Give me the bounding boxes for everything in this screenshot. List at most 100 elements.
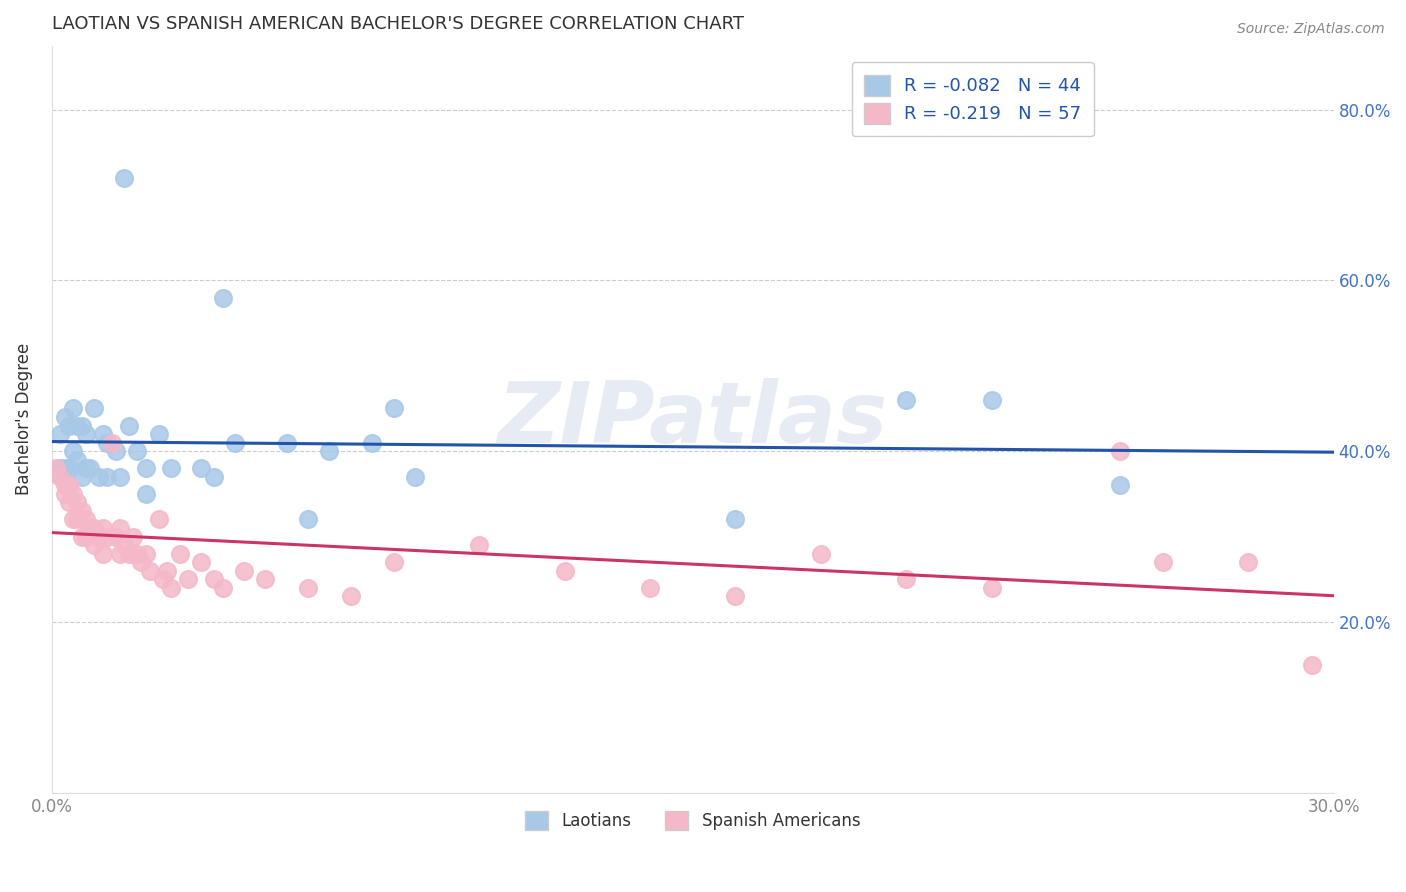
Point	[58, 478, 80, 492]
Point	[62, 512, 84, 526]
Point	[553, 564, 575, 578]
Point	[96, 435, 118, 450]
Point	[169, 547, 191, 561]
Point	[53, 478, 76, 492]
Point	[254, 572, 277, 586]
Legend: Laotians, Spanish Americans: Laotians, Spanish Americans	[519, 804, 868, 837]
Point	[297, 512, 319, 526]
Point	[45, 461, 67, 475]
Point	[724, 590, 747, 604]
Point	[810, 547, 832, 561]
Point	[148, 512, 170, 526]
Point	[112, 538, 135, 552]
Point	[70, 504, 93, 518]
Point	[49, 470, 72, 484]
Point	[66, 452, 89, 467]
Point	[127, 444, 149, 458]
Point	[118, 418, 141, 433]
Point	[83, 538, 105, 552]
Point	[104, 444, 127, 458]
Point	[190, 461, 212, 475]
Point	[896, 392, 918, 407]
Point	[135, 487, 157, 501]
Point	[896, 572, 918, 586]
Point	[340, 590, 363, 604]
Point	[79, 521, 101, 535]
Point	[211, 291, 233, 305]
Point	[70, 470, 93, 484]
Point	[638, 581, 661, 595]
Point	[468, 538, 491, 552]
Point	[83, 401, 105, 416]
Point	[91, 427, 114, 442]
Point	[62, 444, 84, 458]
Point	[53, 410, 76, 425]
Point	[100, 435, 122, 450]
Point	[108, 470, 131, 484]
Point	[404, 470, 426, 484]
Point	[104, 530, 127, 544]
Point	[58, 495, 80, 509]
Point	[122, 530, 145, 544]
Point	[1237, 555, 1260, 569]
Point	[53, 461, 76, 475]
Point	[276, 435, 298, 450]
Point	[118, 547, 141, 561]
Point	[75, 461, 97, 475]
Point	[724, 512, 747, 526]
Point	[87, 530, 110, 544]
Point	[79, 461, 101, 475]
Point	[45, 466, 67, 480]
Y-axis label: Bachelor's Degree: Bachelor's Degree	[15, 343, 32, 495]
Point	[202, 470, 225, 484]
Point	[127, 547, 149, 561]
Point	[108, 547, 131, 561]
Point	[70, 418, 93, 433]
Text: ZIPatlas: ZIPatlas	[498, 377, 887, 460]
Point	[382, 401, 405, 416]
Point	[980, 392, 1002, 407]
Point	[66, 512, 89, 526]
Point	[211, 581, 233, 595]
Point	[160, 581, 183, 595]
Point	[980, 581, 1002, 595]
Point	[135, 461, 157, 475]
Point	[75, 530, 97, 544]
Point	[53, 487, 76, 501]
Point	[297, 581, 319, 595]
Point	[83, 521, 105, 535]
Point	[1152, 555, 1174, 569]
Text: Source: ZipAtlas.com: Source: ZipAtlas.com	[1237, 22, 1385, 37]
Point	[91, 521, 114, 535]
Point	[361, 435, 384, 450]
Point	[66, 418, 89, 433]
Point	[75, 427, 97, 442]
Point	[135, 547, 157, 561]
Point	[224, 435, 246, 450]
Point	[177, 572, 200, 586]
Point	[49, 427, 72, 442]
Point	[96, 470, 118, 484]
Point	[190, 555, 212, 569]
Point	[156, 564, 179, 578]
Point	[96, 530, 118, 544]
Point	[87, 470, 110, 484]
Point	[58, 461, 80, 475]
Point	[112, 171, 135, 186]
Point	[131, 555, 153, 569]
Point	[382, 555, 405, 569]
Point	[49, 461, 72, 475]
Point	[62, 487, 84, 501]
Point	[148, 427, 170, 442]
Point	[139, 564, 162, 578]
Point	[70, 530, 93, 544]
Point	[62, 401, 84, 416]
Point	[58, 418, 80, 433]
Point	[108, 521, 131, 535]
Point	[152, 572, 174, 586]
Point	[202, 572, 225, 586]
Point	[1109, 444, 1132, 458]
Point	[233, 564, 256, 578]
Text: LAOTIAN VS SPANISH AMERICAN BACHELOR'S DEGREE CORRELATION CHART: LAOTIAN VS SPANISH AMERICAN BACHELOR'S D…	[52, 15, 744, 33]
Point	[91, 547, 114, 561]
